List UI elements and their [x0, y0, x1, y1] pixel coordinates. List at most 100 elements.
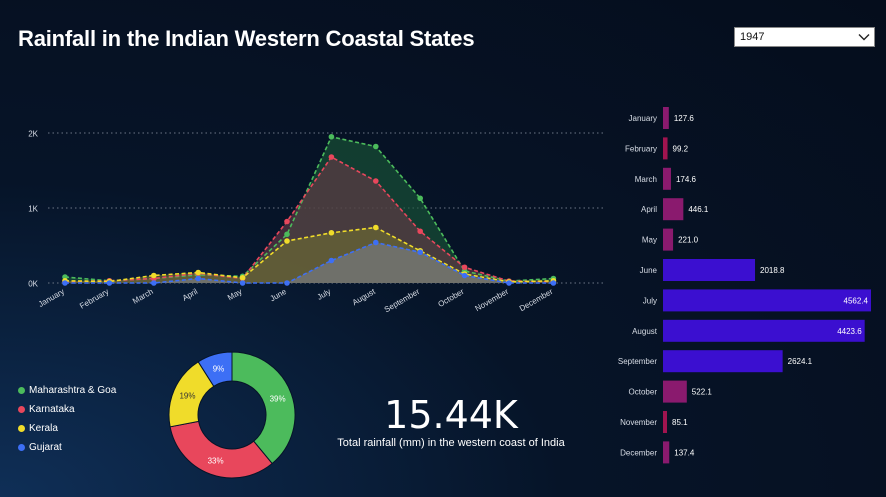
x-tick-label: September	[383, 287, 422, 315]
data-point	[284, 231, 290, 238]
bar-value-label: 127.6	[674, 114, 695, 123]
monthly-total-bar-chart: January 127.6 February 99.2 March 174.6 April 4…	[618, 107, 871, 464]
bar-value-label: 4562.4	[844, 296, 869, 305]
bar-category-label: November	[620, 418, 657, 427]
data-point	[550, 280, 557, 286]
bar-value-label: 221.0	[678, 236, 699, 245]
data-point	[284, 238, 290, 244]
data-point	[328, 133, 335, 140]
legend-item-karnataka[interactable]: Karnataka	[18, 400, 116, 419]
legend-label: Maharashtra & Goa	[29, 385, 117, 396]
data-point	[328, 154, 335, 160]
legend-dot	[18, 425, 25, 432]
data-point	[239, 280, 246, 286]
bar	[663, 350, 783, 373]
monthly-rainfall-line-chart: 0K 1K 2K January February March April May June Ju…	[28, 130, 604, 315]
legend-item-maharashtra[interactable]: Maharashtra & Goa	[18, 381, 116, 400]
state-legend: Maharashtra & Goa Karnataka Kerala Gujar…	[18, 381, 116, 457]
x-tick-label: May	[226, 287, 244, 302]
donut-slice-label: 33%	[208, 457, 224, 466]
bar	[663, 228, 674, 251]
donut-slice-label: 19%	[179, 392, 195, 401]
donut-slice-label: 9%	[213, 364, 225, 373]
bar-value-label: 137.4	[674, 448, 695, 457]
data-point	[506, 280, 512, 286]
total-rainfall-kpi-label: Total rainfall (mm) in the western coast…	[337, 437, 565, 449]
x-tick-label: February	[78, 287, 110, 311]
year-dropdown[interactable]: 1947	[734, 27, 875, 47]
y-tick-label: 0K	[28, 280, 38, 289]
x-tick-label: November	[474, 287, 511, 313]
state-share-donut-chart: 39% 33% 19% 9%	[168, 351, 296, 479]
data-point	[328, 257, 335, 264]
data-point	[373, 143, 379, 150]
y-tick-label: 2K	[28, 130, 38, 139]
bar-category-label: May	[642, 236, 657, 245]
data-point	[151, 280, 157, 286]
data-point	[373, 178, 379, 184]
bar	[663, 167, 671, 190]
donut-slice	[169, 420, 273, 479]
page-title: Rainfall in the Indian Western Coastal S…	[18, 26, 475, 51]
legend-dot	[18, 387, 25, 394]
bar	[663, 411, 667, 433]
y-tick-label: 1K	[28, 205, 38, 214]
bar	[663, 198, 684, 221]
chevron-down-icon[interactable]	[858, 31, 870, 43]
legend-item-gujarat[interactable]: Gujarat	[18, 438, 116, 457]
data-point	[62, 280, 68, 286]
x-tick-label: August	[351, 287, 378, 308]
x-tick-label: July	[316, 287, 333, 302]
bar-category-label: July	[643, 296, 657, 305]
data-point	[239, 274, 246, 281]
x-tick-label: June	[268, 287, 288, 304]
bar-value-label: 174.6	[676, 175, 697, 184]
legend-dot	[18, 444, 25, 451]
x-tick-label: March	[131, 287, 155, 306]
bar	[663, 289, 871, 312]
bar	[663, 107, 669, 129]
bar-value-label: 522.1	[692, 388, 713, 397]
series-area	[65, 242, 554, 283]
series-line	[64, 155, 554, 283]
data-point	[417, 228, 424, 235]
bar-value-label: 99.2	[673, 144, 689, 153]
data-point	[461, 264, 468, 271]
data-point	[417, 249, 424, 256]
data-point	[284, 218, 290, 225]
data-point	[284, 280, 290, 286]
bar-category-label: February	[625, 144, 657, 153]
bar-category-label: June	[640, 266, 658, 275]
series-area	[65, 157, 554, 283]
series-line	[65, 241, 554, 284]
year-dropdown-value: 1947	[740, 31, 765, 43]
bar-value-label: 2018.8	[760, 266, 785, 275]
data-point	[373, 224, 379, 231]
data-point	[373, 239, 379, 246]
data-point	[195, 269, 201, 276]
x-tick-label: December	[518, 287, 555, 313]
bar-category-label: October	[629, 388, 658, 397]
bar-value-label: 85.1	[672, 418, 688, 427]
bar-category-label: August	[632, 327, 658, 336]
bar-category-label: March	[635, 175, 657, 184]
x-tick-label: October	[436, 287, 465, 309]
donut-slice	[231, 351, 296, 465]
x-tick-label: April	[181, 287, 200, 303]
data-point	[151, 272, 157, 279]
donut-slice-label: 39%	[270, 395, 286, 404]
bar-value-label: 4423.6	[837, 327, 862, 336]
bar-value-label: 2624.1	[788, 357, 813, 366]
data-point	[417, 195, 424, 202]
total-rainfall-kpi-value: 15.44K	[384, 393, 518, 437]
bar	[663, 441, 670, 464]
legend-label: Kerala	[29, 423, 58, 434]
donut-slice	[197, 351, 233, 387]
data-point	[461, 272, 468, 279]
bar	[663, 319, 865, 342]
legend-label: Gujarat	[29, 442, 62, 453]
legend-item-kerala[interactable]: Kerala	[18, 419, 116, 438]
x-tick-label: January	[37, 287, 66, 309]
bar-category-label: January	[629, 114, 657, 123]
bar-category-label: September	[618, 357, 657, 366]
